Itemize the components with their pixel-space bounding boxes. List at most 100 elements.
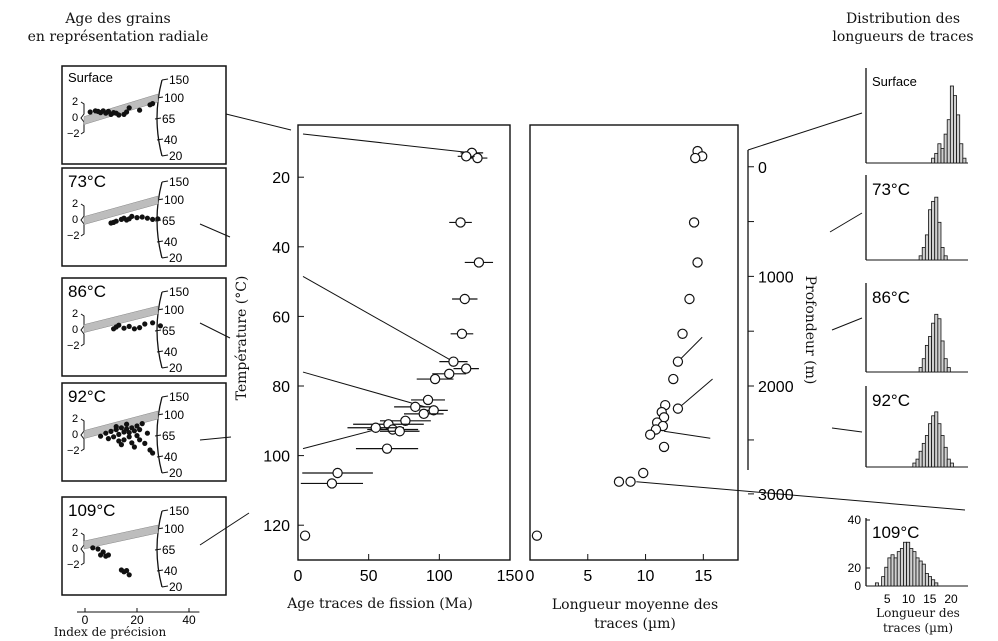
- precision-tick-label: 40: [182, 613, 196, 627]
- connector-line: [677, 378, 713, 410]
- radial-age-tick: [161, 395, 169, 398]
- radial-point: [87, 109, 93, 115]
- age-point: [429, 373, 441, 385]
- age-point: [448, 356, 459, 367]
- radial-point: [100, 549, 106, 555]
- radial-age-tick: [156, 569, 164, 572]
- radial-point: [116, 112, 122, 118]
- age-point: [460, 363, 472, 374]
- histogram-bar: [887, 557, 892, 587]
- radial-tick-label: 2: [72, 527, 78, 539]
- length-point: [644, 429, 656, 440]
- radial-age-tick: [161, 290, 169, 293]
- radial-panel-label: 73°C: [68, 172, 106, 191]
- radial-point: [131, 326, 137, 332]
- histogram-bar: [940, 247, 945, 261]
- length-depth-chart: 0 5 10 15 0 1000 2000 3000: [526, 124, 794, 585]
- histogram-panel-label: 73°C: [872, 180, 910, 199]
- length-point: [692, 257, 703, 268]
- radial-age-tick: [154, 548, 162, 551]
- radial-band: [83, 305, 159, 333]
- radial-age-tick: [161, 585, 169, 588]
- depth-tick-label: 0: [758, 160, 767, 177]
- age-point: [444, 368, 455, 380]
- histogram-bar: [962, 157, 967, 164]
- length-point: [690, 152, 701, 164]
- radial-age-label: 20: [169, 251, 183, 265]
- radial-point: [118, 425, 124, 431]
- length-point: [684, 293, 695, 305]
- connector-line: [829, 212, 863, 233]
- histogram-bar: [943, 446, 948, 468]
- histogram-bar: [937, 221, 942, 261]
- radial-point: [144, 215, 150, 221]
- connector-line: [199, 436, 232, 441]
- histogram-axis-title-line2: traces (µm): [882, 621, 954, 635]
- length-point: [672, 356, 684, 367]
- radial-age-tick: [156, 240, 164, 243]
- histogram-bar: [940, 148, 945, 164]
- radial-age-label: 20: [169, 466, 183, 480]
- radial-age-tick: [161, 256, 169, 259]
- radial-plots: Surface20−215010065402073°C20−2150100654…: [61, 65, 227, 627]
- age-point: [456, 328, 468, 339]
- histogram-panel: 73°C: [865, 175, 968, 261]
- histogram-bar: [921, 358, 926, 373]
- length-point: [625, 476, 636, 487]
- radial-point: [90, 545, 96, 551]
- radial-tick-label: 0: [72, 112, 78, 124]
- length-point: [688, 217, 700, 228]
- radial-point: [157, 323, 163, 329]
- connector-line: [199, 223, 231, 238]
- radial-point: [108, 428, 114, 434]
- radial-age-label: 100: [164, 303, 184, 317]
- histogram-bar: [899, 548, 904, 587]
- radial-age-label: 65: [162, 429, 176, 443]
- radial-point: [150, 450, 156, 456]
- length-point: [638, 467, 649, 479]
- radial-header: Age des grains en représentation radiale: [0, 10, 236, 46]
- radial-age-label: 40: [164, 564, 178, 578]
- radial-age-label: 150: [169, 175, 189, 189]
- histogram-panel-label: 86°C: [872, 288, 910, 307]
- age-point: [473, 257, 485, 268]
- temperature-tick-label: 40: [272, 240, 290, 257]
- radial-age-label: 100: [164, 193, 184, 207]
- radial-point: [98, 433, 104, 439]
- histogram-bar: [931, 415, 936, 468]
- connector-line: [302, 371, 426, 408]
- histogram-bar: [918, 450, 923, 468]
- connector-line: [747, 112, 863, 151]
- radial-age-label: 40: [164, 235, 178, 249]
- radial-bracket: [80, 418, 85, 452]
- radial-point: [124, 426, 130, 432]
- radial-age-label: 150: [169, 390, 189, 404]
- radial-age-tick: [156, 138, 164, 141]
- histogram-bar: [937, 318, 942, 373]
- radial-band: [83, 195, 159, 225]
- age-point: [422, 394, 434, 406]
- radial-age-label: 20: [169, 580, 183, 594]
- age-temperature-chart: 20 40 60 80 100 120 0 50 100 150: [263, 124, 523, 585]
- age-point: [410, 401, 421, 413]
- histogram-bar: [912, 551, 917, 587]
- histogram-bar: [896, 551, 901, 587]
- radial-point: [137, 107, 143, 113]
- radial-point: [137, 437, 143, 443]
- radial-panel-label: 109°C: [68, 501, 115, 520]
- radial-point: [126, 430, 132, 436]
- depth-tick-label: 1000: [758, 269, 794, 286]
- radial-point: [103, 430, 109, 436]
- histogram-bar: [924, 344, 929, 373]
- histogram-x-tick-label: 20: [944, 592, 958, 606]
- radial-bracket: [80, 313, 85, 347]
- radial-tick-label: 2: [72, 198, 78, 210]
- histogram-bar: [940, 435, 945, 468]
- histogram-y-tick-label: 0: [854, 579, 861, 593]
- radial-point: [134, 423, 140, 429]
- radial-point: [129, 213, 135, 219]
- age-tick-label: 50: [360, 568, 378, 585]
